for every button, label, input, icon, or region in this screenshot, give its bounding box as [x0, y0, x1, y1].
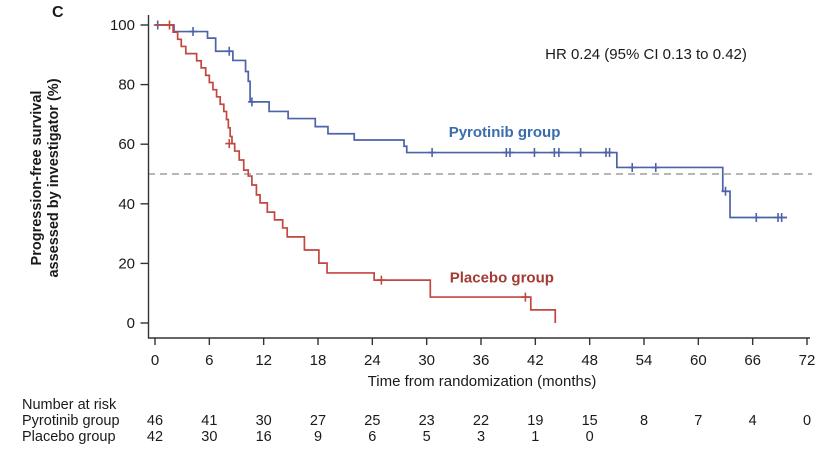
- risk-value-pyrotinib-group-m0: 46: [146, 413, 164, 429]
- risk-value-placebo-group-m48: 0: [585, 429, 594, 445]
- risk-value-placebo-group-m24: 6: [368, 429, 377, 445]
- pyrotinib-group-censor-mark: [721, 186, 730, 196]
- risk-value-placebo-group-m12: 16: [255, 429, 272, 445]
- risk-value-placebo-group-m18: 9: [313, 429, 323, 445]
- risk-value-pyrotinib-group-m6: 41: [201, 413, 218, 429]
- y-tick-label: 0: [127, 315, 135, 332]
- risk-value-pyrotinib-group-m60: 7: [694, 413, 703, 429]
- pyrotinib-group-censor-mark: [576, 148, 585, 158]
- x-tick-label: 60: [690, 352, 707, 369]
- risk-value-placebo-group-m36: 3: [476, 429, 486, 445]
- pyrotinib-group-censor-mark: [189, 27, 198, 37]
- risk-value-pyrotinib-group-m12: 30: [255, 413, 272, 429]
- x-axis-label: Time from randomization (months): [367, 373, 597, 390]
- risk-row-label-placebo-group: Placebo group: [22, 429, 116, 445]
- pyrotinib-group-censor-mark: [505, 148, 514, 158]
- x-tick-label: 36: [473, 352, 490, 369]
- risk-value-pyrotinib-group-m48: 15: [581, 413, 598, 429]
- pyrotinib-group-censor-mark: [225, 46, 234, 56]
- y-tick-label: 20: [118, 255, 135, 272]
- x-tick-label: 0: [151, 352, 159, 369]
- risk-row-label-pyrotinib-group: Pyrotinib group: [22, 413, 120, 429]
- placebo-group-censor-mark: [165, 20, 174, 30]
- risk-value-pyrotinib-group-m36: 22: [472, 413, 490, 429]
- risk-value-pyrotinib-group-m42: 19: [527, 413, 544, 429]
- risk-table-header: Number at risk: [22, 397, 117, 413]
- pyrotinib-group-label: Pyrotinib group: [449, 124, 561, 141]
- pyrotinib-group-censor-mark: [605, 148, 614, 158]
- pyrotinib-group-censor-mark: [247, 97, 256, 107]
- hazard-ratio-annotation: HR 0.24 (95% CI 0.13 to 0.42): [545, 46, 747, 63]
- panel-label: C: [52, 4, 64, 21]
- x-tick-label: 66: [744, 352, 761, 369]
- risk-value-pyrotinib-group-m24: 25: [364, 413, 381, 429]
- x-tick-label: 24: [364, 352, 381, 369]
- placebo-group-censor-mark: [225, 139, 234, 149]
- pyrotinib-group-censor-mark: [628, 162, 637, 172]
- x-tick-label: 30: [418, 352, 435, 369]
- placebo-group-censor-mark: [521, 292, 530, 302]
- y-tick-label: 40: [118, 196, 135, 213]
- risk-value-pyrotinib-group-m54: 8: [639, 413, 649, 429]
- risk-value-placebo-group-m30: 5: [422, 429, 431, 445]
- risk-value-placebo-group-m6: 30: [201, 429, 218, 445]
- x-tick-label: 42: [527, 352, 544, 369]
- risk-value-pyrotinib-group-m18: 27: [309, 413, 327, 429]
- placebo-group-curve: [155, 24, 557, 323]
- y-tick-label: 60: [118, 136, 135, 153]
- placebo-group-censor-mark: [377, 275, 386, 285]
- y-tick-label: 100: [110, 17, 135, 34]
- x-tick-label: 48: [581, 352, 598, 369]
- pyrotinib-group-curve: [155, 24, 788, 219]
- risk-value-pyrotinib-group-m30: 23: [418, 413, 435, 429]
- pyrotinib-group-censor-mark: [530, 148, 539, 158]
- pyrotinib-group-censor-mark: [651, 162, 660, 172]
- x-tick-label: 12: [255, 352, 272, 369]
- risk-value-placebo-group-m42: 1: [531, 429, 540, 445]
- y-tick-label: 80: [118, 77, 135, 94]
- pyrotinib-group-censor-mark: [752, 213, 761, 223]
- x-tick-label: 6: [205, 352, 213, 369]
- x-tick-label: 72: [799, 352, 816, 369]
- risk-value-pyrotinib-group-m72: 0: [802, 413, 812, 429]
- risk-value-pyrotinib-group-m66: 4: [748, 413, 757, 429]
- risk-value-placebo-group-m0: 42: [146, 429, 164, 445]
- x-tick-label: 18: [310, 352, 327, 369]
- placebo-group-label: Placebo group: [450, 270, 554, 287]
- x-tick-label: 54: [636, 352, 653, 369]
- pyrotinib-group-censor-mark: [777, 213, 786, 223]
- pyrotinib-group-censor-mark: [428, 148, 437, 158]
- pyrotinib-group-censor-mark: [554, 148, 563, 158]
